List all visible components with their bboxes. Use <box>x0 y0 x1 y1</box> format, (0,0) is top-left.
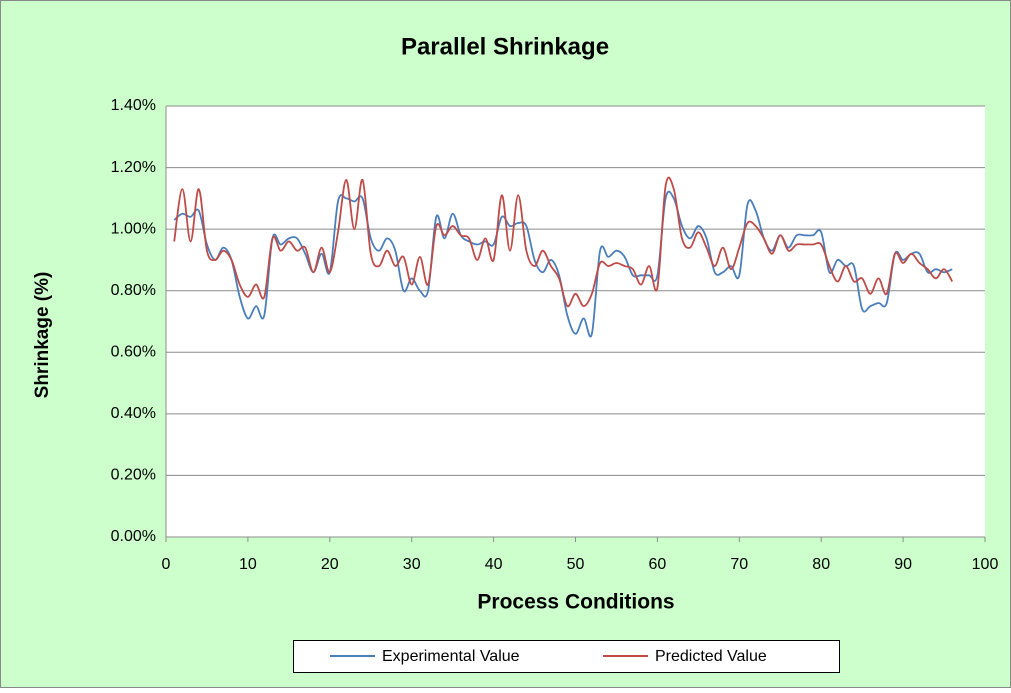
legend <box>293 640 840 673</box>
x-tick-label: 10 <box>239 556 257 573</box>
y-tick-label: 1.20% <box>111 159 156 176</box>
y-tick-label: 1.40% <box>111 97 156 114</box>
x-tick-label: 20 <box>321 556 339 573</box>
x-tick-label: 70 <box>730 556 748 573</box>
y-tick-label: 1.00% <box>111 220 156 237</box>
chart-title: Parallel Shrinkage <box>401 33 609 60</box>
y-tick-label: 0.60% <box>111 344 156 361</box>
x-tick-label: 60 <box>649 556 667 573</box>
y-tick-label: 0.20% <box>111 467 156 484</box>
x-tick-label: 80 <box>812 556 830 573</box>
legend-label: Predicted Value <box>655 648 767 665</box>
x-tick-label: 40 <box>485 556 503 573</box>
x-tick-label: 0 <box>162 556 171 573</box>
y-tick-label: 0.00% <box>111 528 156 545</box>
x-tick-label: 100 <box>972 556 999 573</box>
legend-label: Experimental Value <box>382 648 520 665</box>
y-axis-label: Shrinkage (%) <box>32 272 53 399</box>
y-tick-label: 0.80% <box>111 282 156 299</box>
x-axis-label: Process Conditions <box>477 591 674 614</box>
y-tick-label: 0.40% <box>111 405 156 422</box>
x-tick-label: 30 <box>403 556 421 573</box>
x-tick-label: 90 <box>894 556 912 573</box>
plot-area <box>166 106 985 537</box>
x-tick-label: 50 <box>567 556 585 573</box>
series-line <box>173 176 954 308</box>
